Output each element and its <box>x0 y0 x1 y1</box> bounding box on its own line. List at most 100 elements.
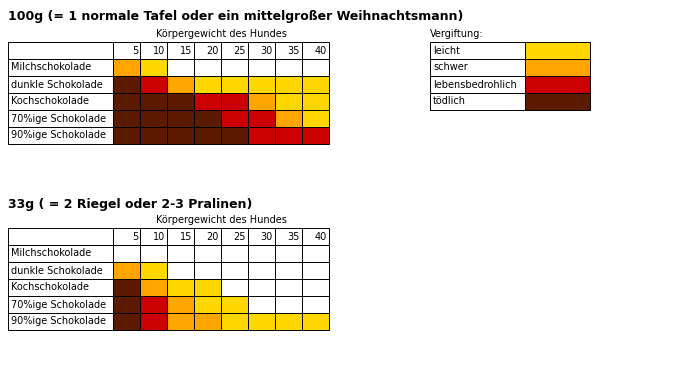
Bar <box>221 313 248 330</box>
Bar <box>275 262 302 279</box>
Bar <box>221 279 248 296</box>
Text: Vergiftung:: Vergiftung: <box>430 29 484 39</box>
Text: 30: 30 <box>261 46 273 56</box>
Bar <box>248 245 275 262</box>
Bar <box>113 313 140 330</box>
Bar <box>8 313 113 330</box>
Bar <box>248 313 275 330</box>
Bar <box>275 228 302 245</box>
Bar <box>140 110 167 127</box>
Bar <box>221 42 248 59</box>
Bar <box>113 76 140 93</box>
Text: 35: 35 <box>288 232 300 242</box>
Bar <box>430 93 525 110</box>
Bar <box>140 245 167 262</box>
Bar <box>221 127 248 144</box>
Bar <box>194 262 221 279</box>
Text: 100g (= 1 normale Tafel oder ein mittelgroßer Weihnachtsmann): 100g (= 1 normale Tafel oder ein mittelg… <box>8 10 464 23</box>
Bar <box>302 279 329 296</box>
Bar <box>194 127 221 144</box>
Bar <box>8 59 113 76</box>
Bar <box>167 127 194 144</box>
Bar <box>248 296 275 313</box>
Bar <box>140 296 167 313</box>
Text: 15: 15 <box>180 46 192 56</box>
Bar <box>8 296 113 313</box>
Bar <box>140 93 167 110</box>
Text: 30: 30 <box>261 232 273 242</box>
Bar <box>167 262 194 279</box>
Bar <box>8 262 113 279</box>
Bar <box>8 228 113 245</box>
Bar <box>113 279 140 296</box>
Bar <box>248 42 275 59</box>
Bar <box>140 228 167 245</box>
Bar <box>275 296 302 313</box>
Text: Kochschokolade: Kochschokolade <box>11 283 89 293</box>
Bar <box>140 279 167 296</box>
Bar <box>275 76 302 93</box>
Text: 10: 10 <box>153 232 165 242</box>
Bar <box>167 110 194 127</box>
Text: Milchschokolade: Milchschokolade <box>11 249 92 259</box>
Bar <box>430 59 525 76</box>
Bar <box>302 127 329 144</box>
Bar <box>221 245 248 262</box>
Text: 40: 40 <box>314 232 327 242</box>
Bar <box>194 110 221 127</box>
Bar <box>113 59 140 76</box>
Bar <box>430 76 525 93</box>
Bar <box>302 228 329 245</box>
Bar <box>248 59 275 76</box>
Bar <box>194 245 221 262</box>
Text: 10: 10 <box>153 46 165 56</box>
Bar <box>275 110 302 127</box>
Bar <box>194 42 221 59</box>
Bar <box>113 245 140 262</box>
Text: dunkle Schokolade: dunkle Schokolade <box>11 80 103 90</box>
Bar <box>525 76 590 93</box>
Bar <box>167 228 194 245</box>
Bar <box>8 42 113 59</box>
Bar <box>525 93 590 110</box>
Bar <box>8 279 113 296</box>
Bar <box>113 42 140 59</box>
Bar <box>194 313 221 330</box>
Text: 35: 35 <box>288 46 300 56</box>
Bar <box>248 127 275 144</box>
Bar <box>302 93 329 110</box>
Bar <box>275 127 302 144</box>
Bar <box>113 262 140 279</box>
Bar <box>221 110 248 127</box>
Bar <box>140 42 167 59</box>
Bar <box>194 228 221 245</box>
Bar <box>248 228 275 245</box>
Bar <box>248 110 275 127</box>
Text: schwer: schwer <box>433 63 468 73</box>
Bar <box>8 110 113 127</box>
Bar <box>248 262 275 279</box>
Bar <box>8 245 113 262</box>
Bar <box>140 59 167 76</box>
Bar <box>275 59 302 76</box>
Bar <box>302 110 329 127</box>
Bar <box>140 313 167 330</box>
Text: Kochschokolade: Kochschokolade <box>11 97 89 107</box>
Bar <box>167 59 194 76</box>
Bar <box>167 313 194 330</box>
Text: Körpergewicht des Hundes: Körpergewicht des Hundes <box>155 29 286 39</box>
Text: 33g ( = 2 Riegel oder 2-3 Pralinen): 33g ( = 2 Riegel oder 2-3 Pralinen) <box>8 198 252 211</box>
Bar <box>275 313 302 330</box>
Text: dunkle Schokolade: dunkle Schokolade <box>11 266 103 276</box>
Bar <box>113 110 140 127</box>
Bar <box>167 76 194 93</box>
Bar <box>275 279 302 296</box>
Bar <box>194 279 221 296</box>
Text: 90%ige Schokolade: 90%ige Schokolade <box>11 131 106 141</box>
Bar <box>167 245 194 262</box>
Text: 25: 25 <box>233 46 246 56</box>
Bar <box>167 279 194 296</box>
Bar <box>221 76 248 93</box>
Bar <box>113 296 140 313</box>
Bar <box>430 42 525 59</box>
